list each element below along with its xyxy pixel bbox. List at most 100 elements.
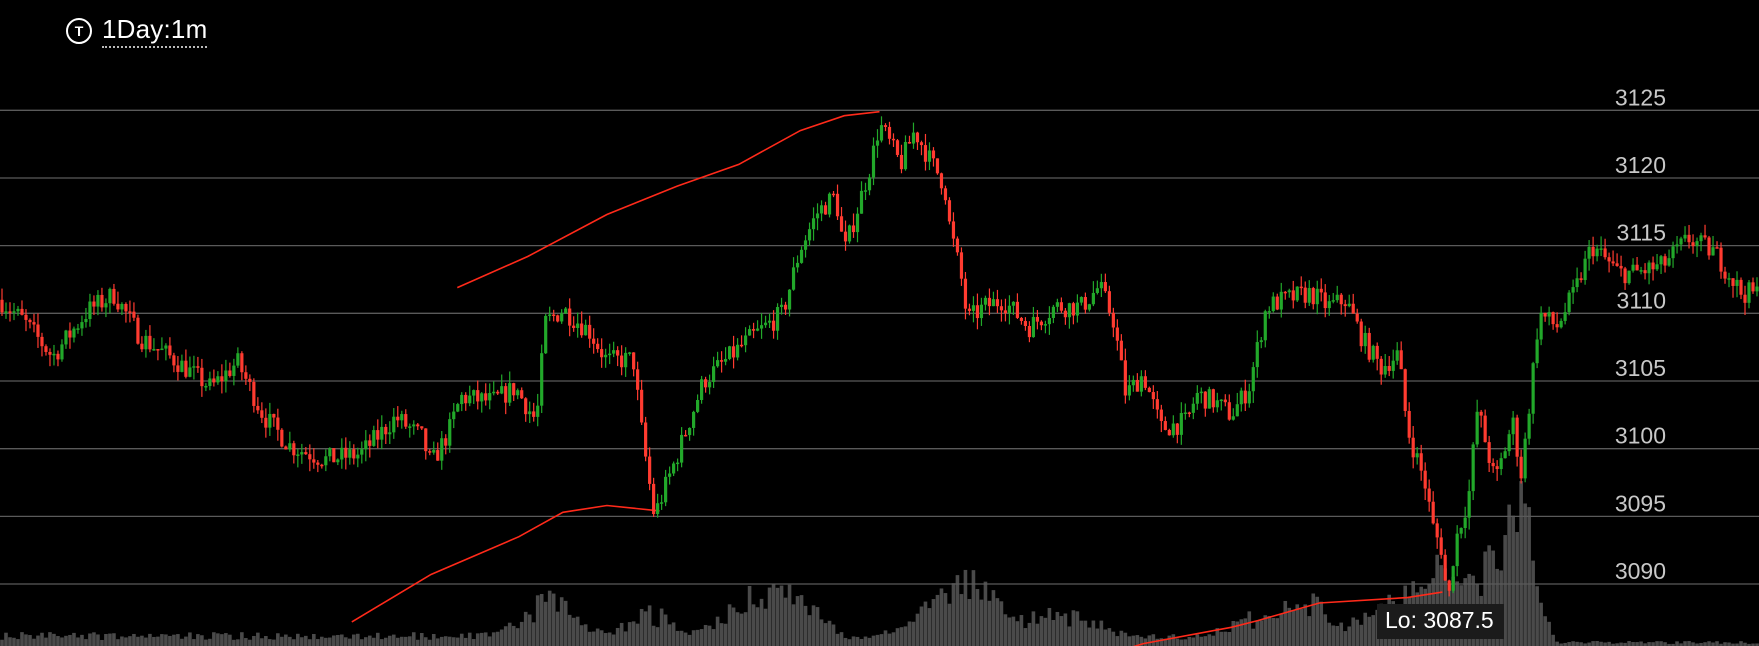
- candle-body: [1047, 317, 1052, 325]
- candle-body: [1691, 242, 1695, 247]
- candle-body: [396, 416, 400, 421]
- candle-body: [1027, 325, 1032, 338]
- volume-bar: [304, 635, 308, 646]
- candle-body: [356, 454, 360, 459]
- volume-bar: [623, 631, 628, 646]
- volume-bar: [1159, 638, 1164, 646]
- candle-body: [1459, 527, 1463, 534]
- candle-body: [1683, 234, 1687, 239]
- volume-bar: [1491, 550, 1495, 646]
- candle-body: [452, 411, 456, 420]
- volume-bar: [1003, 614, 1008, 646]
- y-tick-label: 3100: [1615, 423, 1666, 449]
- candle-body: [1331, 300, 1335, 302]
- candle-body: [260, 410, 264, 418]
- volume-bar: [1019, 615, 1024, 646]
- candle-body: [1339, 294, 1343, 305]
- candle-body: [1163, 421, 1167, 430]
- candle-body: [12, 311, 16, 313]
- volume-bar: [1699, 642, 1703, 646]
- volume-bar: [1591, 641, 1595, 646]
- volume-bar: [955, 575, 960, 646]
- volume-bar: [104, 634, 108, 646]
- candle-body: [1679, 238, 1683, 245]
- candle-body: [1231, 416, 1235, 420]
- volume-bar: [200, 635, 204, 646]
- volume-bar: [1199, 636, 1204, 646]
- candle-body: [775, 307, 780, 331]
- candle-body: [1687, 234, 1691, 243]
- candle-body: [1011, 301, 1016, 306]
- volume-bar: [64, 635, 68, 646]
- volume-bar: [539, 593, 544, 646]
- timeframe-icon[interactable]: T: [66, 18, 92, 44]
- candle-body: [384, 426, 388, 435]
- volume-bar: [296, 633, 300, 646]
- volume-bar: [280, 636, 284, 646]
- candle-body: [120, 303, 124, 310]
- candle-body: [508, 383, 512, 403]
- candle-body: [1159, 409, 1163, 422]
- candle-body: [276, 417, 280, 430]
- volume-bar: [188, 632, 192, 646]
- candle-body: [68, 330, 72, 338]
- volume-bar: [603, 633, 608, 646]
- volume-bar: [975, 589, 980, 646]
- volume-bar: [1675, 641, 1679, 646]
- candle-body: [676, 462, 680, 465]
- volume-bar: [1727, 642, 1731, 646]
- candle-body: [1091, 292, 1095, 305]
- candle-body: [212, 378, 216, 383]
- candle-body: [1631, 264, 1635, 271]
- candle-body: [1547, 312, 1551, 317]
- volume-bar: [827, 620, 832, 646]
- candle-body: [1395, 350, 1399, 361]
- volume-bar: [1227, 631, 1232, 646]
- candle-body: [867, 177, 872, 191]
- volume-bar: [787, 584, 792, 646]
- candle-body: [552, 314, 556, 317]
- candle-body: [1271, 296, 1275, 312]
- volume-bar: [543, 601, 548, 646]
- candle-body: [404, 414, 408, 427]
- candle-body: [156, 349, 160, 351]
- candle-body: [963, 278, 968, 309]
- volume-bar: [1271, 617, 1276, 646]
- volume-bar: [1067, 626, 1072, 646]
- candle-body: [596, 343, 600, 350]
- volume-bar: [867, 637, 872, 646]
- volume-bar: [515, 628, 520, 646]
- volume-bar: [1147, 635, 1152, 646]
- candle-body: [1291, 290, 1295, 301]
- volume-bar: [1659, 641, 1663, 646]
- candle-body: [1107, 291, 1111, 313]
- candle-body: [364, 440, 368, 450]
- volume-bar: [1103, 629, 1108, 646]
- volume-bar: [475, 633, 480, 646]
- timeframe-selector[interactable]: 1Day:1m: [102, 14, 208, 48]
- candle-body: [336, 459, 340, 463]
- volume-bar: [447, 636, 452, 646]
- volume-bar: [727, 604, 732, 646]
- volume-bar: [8, 637, 12, 646]
- candle-body: [524, 398, 528, 415]
- candle-body: [268, 413, 272, 428]
- volume-bar: [1547, 621, 1551, 646]
- volume-bar: [451, 637, 456, 646]
- volume-bar: [1563, 642, 1567, 646]
- volume-bar: [375, 632, 380, 646]
- volume-bar: [12, 637, 16, 646]
- candle-body: [1123, 360, 1127, 396]
- candle-body: [1535, 339, 1539, 364]
- candle-body: [1263, 311, 1267, 341]
- candle-body: [1643, 270, 1647, 274]
- volume-bar: [1275, 618, 1280, 646]
- volume-bar: [1055, 611, 1060, 646]
- candle-body: [887, 126, 892, 139]
- volume-bar: [587, 631, 592, 646]
- candle-body: [1211, 389, 1215, 408]
- volume-bar: [1607, 641, 1611, 646]
- volume-bar: [124, 637, 128, 646]
- volume-bar: [383, 637, 388, 646]
